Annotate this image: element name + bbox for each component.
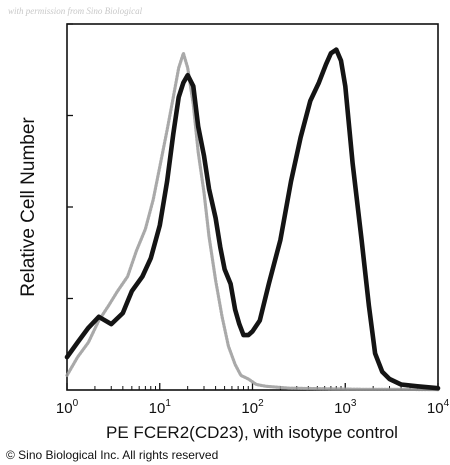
y-ticks bbox=[67, 23, 73, 300]
x-tick-label: 100 bbox=[56, 398, 79, 417]
watermark: with permission from Sino Biological bbox=[8, 6, 143, 16]
copyright-notice: © Sino Biological Inc. All rights reserv… bbox=[6, 448, 218, 462]
x-axis-label: PE FCER2(CD23), with isotype control bbox=[106, 423, 398, 442]
axes bbox=[66, 23, 439, 391]
x-tick-label: 101 bbox=[149, 398, 172, 417]
x-tick-label: 102 bbox=[241, 398, 264, 417]
x-ticks: 100 101 102 103 104 bbox=[56, 383, 450, 417]
series-group bbox=[64, 47, 441, 392]
y-axis-label: Relative Cell Number bbox=[18, 117, 39, 297]
x-tick-label: 103 bbox=[334, 398, 357, 417]
series-line-stained bbox=[64, 47, 441, 391]
x-tick-label: 104 bbox=[427, 398, 450, 417]
plot-frame bbox=[66, 23, 439, 391]
series-line-isotype bbox=[65, 51, 440, 392]
